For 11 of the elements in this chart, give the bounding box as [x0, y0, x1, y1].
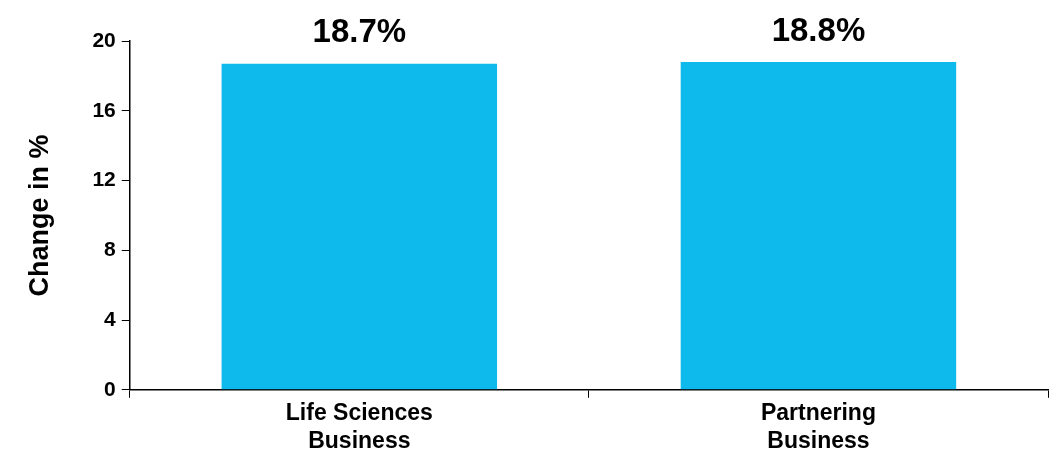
data-label: 18.7% [312, 12, 407, 50]
x-tick-label: Life Sciences Business [285, 398, 433, 453]
x-tick-label: Partnering Business [760, 398, 876, 453]
data-label: 18.8% [771, 10, 866, 48]
y-tick-label: 20 [92, 27, 116, 51]
y-axis-title: Change in % [23, 134, 54, 297]
y-tick-label: 16 [92, 97, 116, 121]
y-tick-label: 4 [104, 306, 117, 330]
y-tick-label: 12 [92, 167, 116, 191]
y-tick-label: 0 [104, 376, 116, 400]
y-tick-label: 8 [104, 237, 117, 261]
